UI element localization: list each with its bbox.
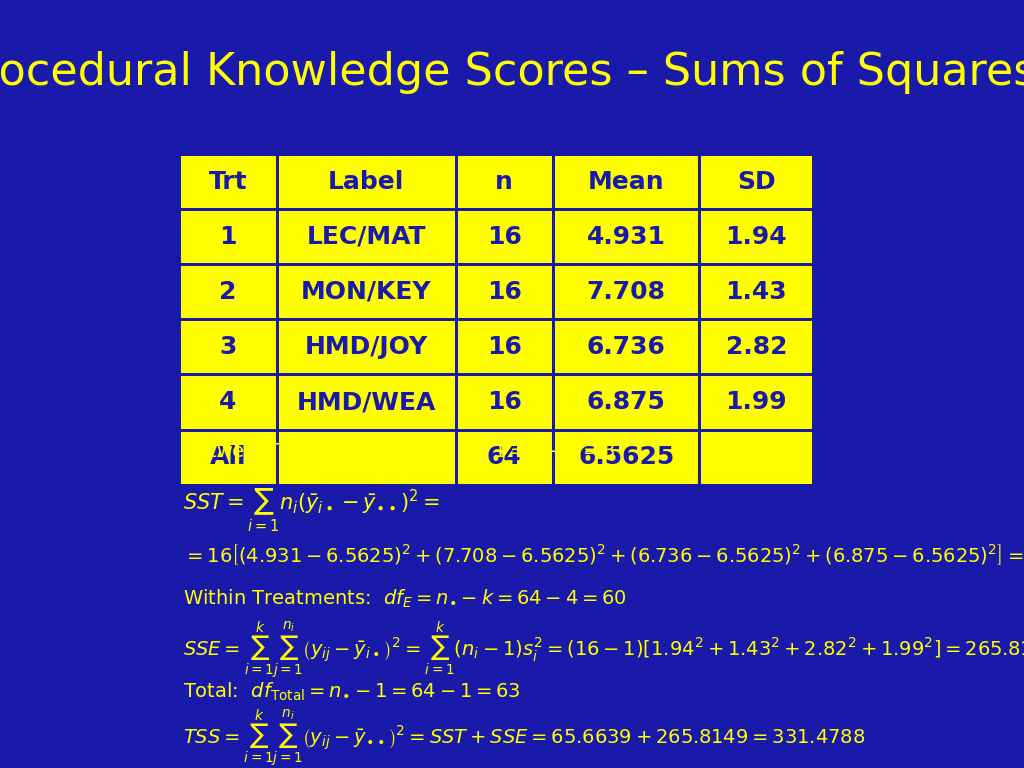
Bar — [179, 209, 276, 264]
Text: Trt: Trt — [209, 170, 247, 194]
Text: HMD/WEA: HMD/WEA — [296, 390, 436, 414]
Bar — [276, 264, 456, 319]
Text: 16: 16 — [486, 280, 522, 304]
Text: SD: SD — [737, 170, 775, 194]
Bar — [179, 264, 276, 319]
Text: 16: 16 — [486, 335, 522, 359]
Bar — [179, 375, 276, 429]
Bar — [456, 264, 553, 319]
Bar — [699, 209, 813, 264]
Bar — [276, 154, 456, 209]
Bar — [456, 264, 553, 319]
Bar — [179, 209, 276, 264]
Text: 1.43: 1.43 — [725, 280, 787, 304]
Bar — [553, 154, 699, 209]
Bar — [456, 429, 553, 485]
Bar — [699, 264, 813, 319]
Bar — [699, 209, 813, 264]
Bar — [553, 429, 699, 485]
Text: 4: 4 — [219, 390, 237, 414]
Bar — [553, 154, 699, 209]
Bar — [179, 319, 276, 375]
Bar — [699, 319, 813, 375]
Text: Procedural Knowledge Scores – Sums of Squares: Procedural Knowledge Scores – Sums of Sq… — [0, 51, 1024, 94]
Text: $= 16\left[\left(4.931 - 6.5625\right)^2 + \left(7.708 - 6.5625\right)^2 + \left: $= 16\left[\left(4.931 - 6.5625\right)^2… — [182, 542, 1024, 567]
Text: $SST = \sum_{i=1}^{k} n_i \left(\bar{y}_{i\bullet} - \bar{y}_{\bullet\bullet}\ri: $SST = \sum_{i=1}^{k} n_i \left(\bar{y}_… — [182, 472, 439, 535]
Bar — [179, 429, 276, 485]
Bar — [699, 375, 813, 429]
Bar — [276, 209, 456, 264]
Bar — [179, 375, 276, 429]
Bar — [179, 264, 276, 319]
Text: $TSS = \sum_{i=1}^{k}\sum_{j=1}^{n_i}\left(y_{ij} - \bar{y}_{\bullet\bullet}\rig: $TSS = \sum_{i=1}^{k}\sum_{j=1}^{n_i}\le… — [182, 707, 865, 768]
Bar — [276, 209, 456, 264]
Bar — [699, 319, 813, 375]
Text: n: n — [496, 170, 513, 194]
Bar — [456, 209, 553, 264]
Bar — [456, 319, 553, 375]
Bar — [179, 319, 276, 375]
Bar — [553, 209, 699, 264]
Bar — [456, 209, 553, 264]
Text: 1: 1 — [219, 225, 237, 249]
Bar — [456, 154, 553, 209]
Bar — [699, 429, 813, 485]
Text: 7.708: 7.708 — [587, 280, 666, 304]
Bar — [553, 375, 699, 429]
Text: 16: 16 — [486, 225, 522, 249]
Text: 64: 64 — [487, 445, 521, 469]
Bar — [179, 429, 276, 485]
Bar — [276, 429, 456, 485]
Bar — [276, 319, 456, 375]
Bar — [699, 264, 813, 319]
Bar — [276, 375, 456, 429]
Bar — [276, 319, 456, 375]
Bar — [553, 209, 699, 264]
Bar — [553, 375, 699, 429]
Text: 2.82: 2.82 — [726, 335, 787, 359]
Text: Label: Label — [328, 170, 404, 194]
Text: 1.94: 1.94 — [725, 225, 787, 249]
Text: Total:  $df_{\mathrm{Total}} = n_{\bullet} - 1 = 64 - 1 = 63$: Total: $df_{\mathrm{Total}} = n_{\bullet… — [182, 680, 520, 703]
Bar — [553, 429, 699, 485]
Bar — [699, 429, 813, 485]
Text: 1.99: 1.99 — [725, 390, 787, 414]
Text: 16: 16 — [486, 390, 522, 414]
Bar — [553, 319, 699, 375]
Text: MON/KEY: MON/KEY — [301, 280, 431, 304]
Text: Mean: Mean — [588, 170, 665, 194]
Bar — [456, 375, 553, 429]
Bar — [179, 154, 276, 209]
Text: LEC/MAT: LEC/MAT — [306, 225, 426, 249]
Bar — [276, 154, 456, 209]
Bar — [699, 154, 813, 209]
Bar — [456, 429, 553, 485]
Bar — [276, 429, 456, 485]
Text: 6.736: 6.736 — [587, 335, 666, 359]
Text: 6.875: 6.875 — [587, 390, 666, 414]
Text: $SSE = \sum_{i=1}^{k}\sum_{j=1}^{n_i}\left(y_{ij} - \bar{y}_{i\bullet}\right)^2 : $SSE = \sum_{i=1}^{k}\sum_{j=1}^{n_i}\le… — [182, 619, 1024, 680]
Bar — [553, 264, 699, 319]
Text: Within Treatments:  $df_E = n_{\bullet} - k = 64 - 4 = 60$: Within Treatments: $df_E = n_{\bullet} -… — [182, 588, 627, 610]
Bar — [456, 319, 553, 375]
Text: 2: 2 — [219, 280, 237, 304]
Bar — [553, 319, 699, 375]
Text: 6.5625: 6.5625 — [579, 445, 675, 469]
Text: 4.931: 4.931 — [587, 225, 666, 249]
Bar — [553, 264, 699, 319]
Bar — [276, 375, 456, 429]
Text: Between Treatments:  $df_T = k-1 = 4-1 = 3$: Between Treatments: $df_T = k-1 = 4-1 = … — [182, 440, 615, 463]
Bar — [456, 154, 553, 209]
Text: All: All — [210, 445, 246, 469]
Text: 3: 3 — [219, 335, 237, 359]
Bar — [179, 154, 276, 209]
Text: HMD/JOY: HMD/JOY — [304, 335, 428, 359]
Bar — [276, 264, 456, 319]
Bar — [699, 375, 813, 429]
Bar — [699, 154, 813, 209]
Bar — [456, 375, 553, 429]
